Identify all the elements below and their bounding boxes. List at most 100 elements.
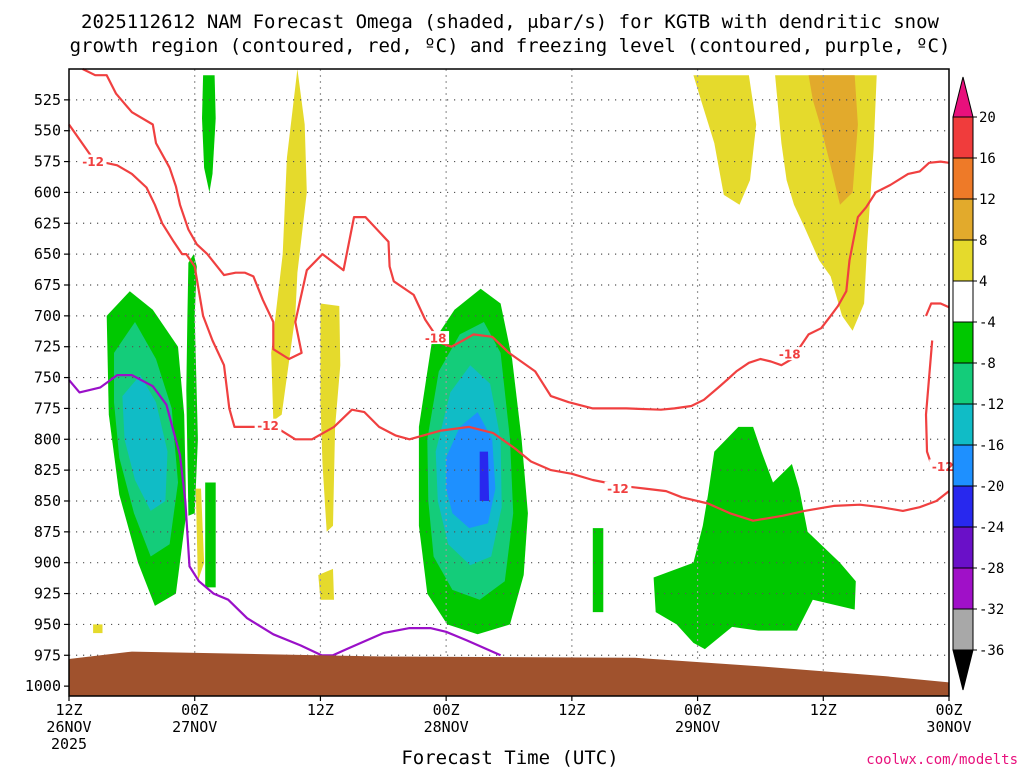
colorbar-band-3 xyxy=(952,239,974,282)
y-tick-label-800: 800 xyxy=(34,430,61,448)
terrain-fill xyxy=(69,651,949,696)
y-tick-label-575: 575 xyxy=(34,153,61,171)
freezing-level-contour xyxy=(68,374,502,657)
contour-label-bg-4 xyxy=(604,481,632,495)
colorbar-band-2 xyxy=(952,198,974,241)
y-axis: 525 550 575 600 625 650 675 700 725 750 775 800 825 8… xyxy=(25,91,69,695)
colorbar-label-12: -32 xyxy=(979,602,1004,618)
y-tick-label-550: 550 xyxy=(34,122,61,140)
x-tick-label-36-1: 00Z xyxy=(433,701,460,719)
colorbar-band-11 xyxy=(952,567,974,610)
x-tick-label-84-2: 30NOV xyxy=(926,718,971,736)
colorbar-band-0 xyxy=(952,116,974,159)
omega-positive-region-7 xyxy=(808,75,858,205)
omega-positive-region-5 xyxy=(693,75,757,205)
colorbar-label-8: -16 xyxy=(979,438,1004,454)
colorbar-label-1: 16 xyxy=(979,151,996,167)
colorbar-label-13: -36 xyxy=(979,643,1004,659)
omega-region-10 xyxy=(479,451,490,501)
contour-label-2: -18 xyxy=(779,348,801,362)
colorbar-label-7: -12 xyxy=(979,397,1004,413)
colorbar-band-1 xyxy=(952,157,974,200)
y-tick-label-650: 650 xyxy=(34,245,61,263)
terrain xyxy=(69,651,949,696)
y-tick-label-900: 900 xyxy=(34,554,61,572)
y-tick-label-850: 850 xyxy=(34,492,61,510)
omega-region-12 xyxy=(653,426,856,650)
plot-area: -12 -18 -18 -12 -12 -12 xyxy=(68,68,957,697)
y-tick-label-675: 675 xyxy=(34,276,61,294)
omega-region-2 xyxy=(122,375,168,511)
y-tick-label-975: 975 xyxy=(34,646,61,664)
colorbar-bottom-arrow xyxy=(952,649,974,691)
x-tick-label-72-1: 12Z xyxy=(810,701,837,719)
x-tick-label-60-1: 00Z xyxy=(684,701,711,719)
colorbar-band-7 xyxy=(952,403,974,446)
y-tick-label-1000: 1000 xyxy=(25,677,61,695)
x-tick-label-12-2: 27NOV xyxy=(172,718,217,736)
omega-region-11 xyxy=(592,528,604,613)
x-tick-label-36-2: 28NOV xyxy=(424,718,469,736)
y-tick-label-775: 775 xyxy=(34,399,61,417)
x-axis-label: Forecast Time (UTC) xyxy=(401,747,618,768)
colorbar-label-4: 4 xyxy=(979,274,987,290)
colorbar-label-0: 20 xyxy=(979,110,996,126)
colorbar-band-9 xyxy=(952,485,974,528)
colorbar-label-11: -28 xyxy=(979,561,1004,577)
x-tick-label-12-1: 00Z xyxy=(181,701,208,719)
colorbar-band-8 xyxy=(952,444,974,487)
contour-label-1: -18 xyxy=(425,332,447,346)
x-tick-label-0-1: 12Z xyxy=(55,701,82,719)
snow-region-contour-3 xyxy=(924,302,950,317)
colorbar-band-5 xyxy=(952,321,974,364)
credit-text: coolwx.com/modelts xyxy=(866,752,1018,768)
colorbar-label-3: 8 xyxy=(979,233,987,249)
plot-frame xyxy=(68,68,950,697)
y-tick-label-600: 600 xyxy=(34,183,61,201)
colorbar-label-5: -4 xyxy=(979,315,996,331)
colorbar-label-10: -24 xyxy=(979,520,1004,536)
colorbar-label-2: 12 xyxy=(979,192,996,208)
contours: -12 -18 -18 -12 -12 -12 xyxy=(68,68,957,657)
chart-title-line-2: growth region (contoured, red, ºC) and f… xyxy=(70,35,951,57)
x-tick-label-24-1: 12Z xyxy=(307,701,334,719)
contour-label-4: -12 xyxy=(607,482,629,496)
contour-label-5: -12 xyxy=(932,460,954,474)
snow-region-contour-1 xyxy=(82,68,950,411)
colorbar-label-6: -8 xyxy=(979,356,996,372)
x-tick-label-84-1: 00Z xyxy=(935,701,962,719)
omega-positive-region-3 xyxy=(195,488,205,582)
x-tick-label-0-3: 2025 xyxy=(51,735,87,753)
colorbar-band-12 xyxy=(952,608,974,651)
omega-region-4 xyxy=(202,75,216,193)
contour-label-3: -12 xyxy=(257,419,279,433)
omega-region-5 xyxy=(205,482,216,588)
colorbar-top-arrow xyxy=(952,76,974,118)
omega-region-3 xyxy=(186,254,198,516)
omega-positive-region-1 xyxy=(320,303,341,532)
snow-region-contour-0 xyxy=(68,123,950,522)
contour-label-0: -12 xyxy=(82,155,104,169)
colorbar-band-6 xyxy=(952,362,974,405)
y-tick-label-875: 875 xyxy=(34,523,61,541)
colorbar-band-4 xyxy=(952,280,974,323)
y-tick-label-725: 725 xyxy=(34,338,61,356)
y-tick-label-950: 950 xyxy=(34,615,61,633)
y-tick-label-625: 625 xyxy=(34,214,61,232)
contour-label-bg-3 xyxy=(254,418,282,432)
chart-title-line-1: 2025112612 NAM Forecast Omega (shaded, μ… xyxy=(81,11,939,33)
y-tick-label-700: 700 xyxy=(34,307,61,325)
colorbar-label-9: -20 xyxy=(979,479,1004,495)
contour-label-bg-1 xyxy=(422,331,450,345)
omega-positive-region-4 xyxy=(93,624,103,634)
grid-lines xyxy=(69,69,949,696)
x-tick-label-48-1: 12Z xyxy=(558,701,585,719)
x-tick-label-0-2: 26NOV xyxy=(46,718,91,736)
y-tick-label-925: 925 xyxy=(34,585,61,603)
y-tick-label-525: 525 xyxy=(34,91,61,109)
contour-label-bg-0 xyxy=(79,154,107,168)
colorbar-band-10 xyxy=(952,526,974,569)
x-tick-label-60-2: 29NOV xyxy=(675,718,720,736)
